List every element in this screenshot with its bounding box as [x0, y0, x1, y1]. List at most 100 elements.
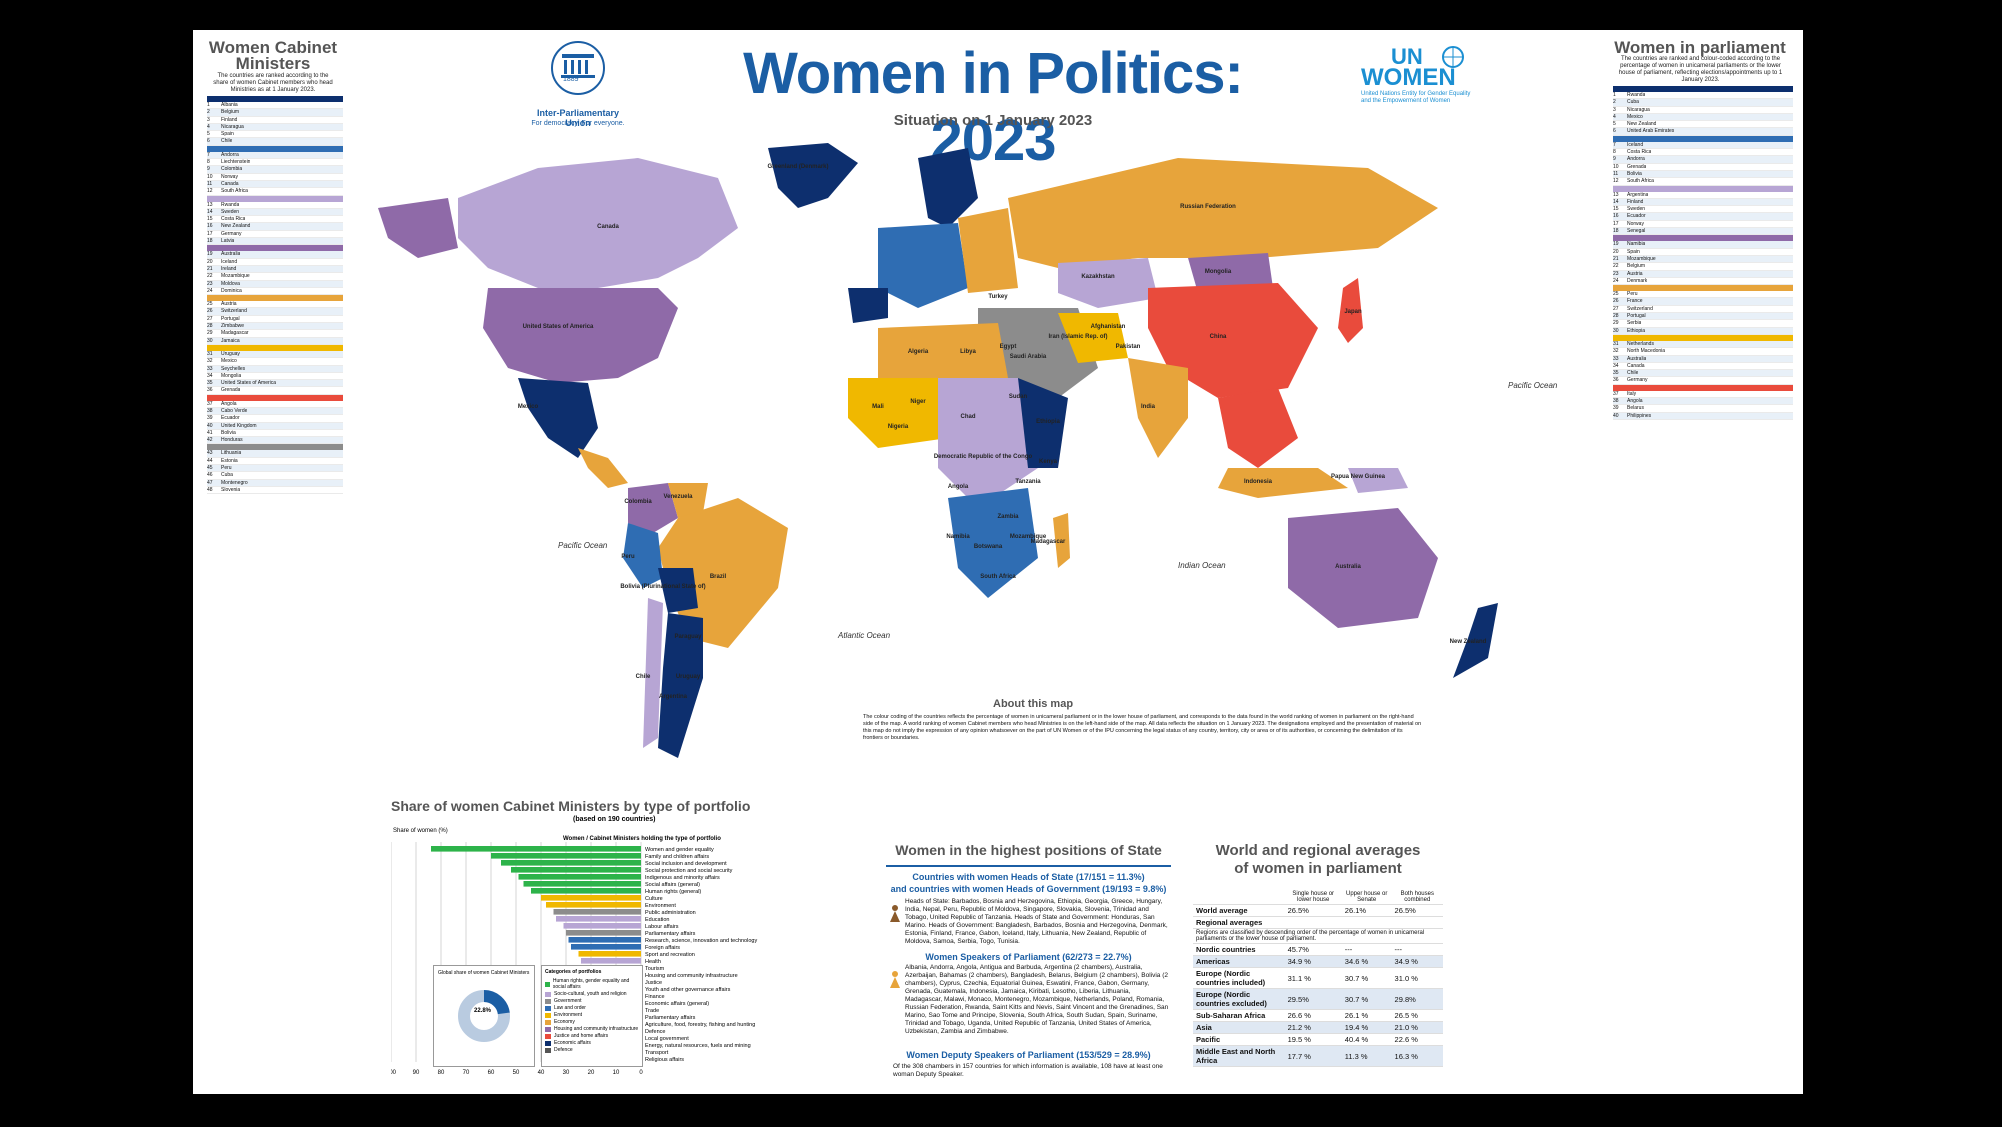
- chile-shape: [643, 598, 663, 748]
- legend-item: Housing and community infrastructure: [542, 1026, 642, 1032]
- rank-country: South Africa: [1627, 178, 1654, 185]
- rank-country: Colombia: [221, 166, 243, 173]
- rank-country: Switzerland: [1627, 305, 1653, 312]
- region-value: 29.5%: [1284, 988, 1342, 1010]
- portfolio-bar: [571, 944, 641, 950]
- rank-number: 19: [1613, 241, 1619, 248]
- map-label: Botswana: [974, 544, 1003, 550]
- map-label: Namibia: [946, 534, 970, 540]
- legend-swatch: [545, 1047, 551, 1053]
- rank-number: 32: [207, 358, 213, 365]
- rank-country: Denmark: [1627, 277, 1648, 284]
- table-row: 13 Argentina: [1613, 191, 1793, 199]
- rank-country: Lithuania: [221, 450, 242, 457]
- russia-shape: [1008, 158, 1438, 268]
- portfolio-bar: [531, 888, 641, 894]
- table-row: 14 Sweden: [207, 208, 343, 217]
- rank-number: 26: [207, 308, 213, 315]
- legend-label: Socio-cultural, youth and religion: [554, 991, 627, 997]
- rank-country: Sweden: [221, 208, 240, 215]
- portfolio-category-label: Tourism: [645, 966, 665, 972]
- rank-number: 1: [1613, 92, 1616, 98]
- ipu-tagline: For democracy. For everyone.: [531, 120, 625, 127]
- right-panel-note: The countries are ranked and colour-code…: [1618, 56, 1783, 83]
- table-row: 30 Jamaica: [207, 337, 343, 345]
- legend-item: Economic affairs: [542, 1040, 642, 1046]
- rank-country: Rwanda: [221, 201, 240, 208]
- rank-country: Senegal: [1627, 228, 1646, 235]
- argentina-shape: [658, 613, 703, 758]
- rank-country: New Zealand: [1627, 121, 1657, 128]
- left-panel-title-2: Ministers: [235, 54, 311, 73]
- table-row: 34 Canada: [1613, 362, 1793, 371]
- portfolio-bar: [568, 937, 641, 943]
- rank-country: Angola: [1627, 397, 1643, 404]
- donut-label: Global share of women Cabinet Ministers: [438, 970, 530, 976]
- donut-box: Global share of women Cabinet Ministers …: [433, 965, 535, 1067]
- region-value: ---: [1391, 943, 1443, 956]
- rank-country: Serbia: [1627, 320, 1642, 327]
- indonesia-shape: [1218, 468, 1348, 498]
- portfolio-category-label: Economic affairs (general): [645, 1001, 709, 1007]
- rank-country: Liechtenstein: [221, 159, 251, 166]
- legend-item: Justice and home affairs: [542, 1033, 642, 1039]
- table-row: 41 Bolivia: [207, 429, 343, 438]
- legend-item: Socio-cultural, youth and religion: [542, 991, 642, 997]
- portfolio-category-label: Justice: [645, 980, 662, 986]
- rank-number: 23: [1613, 270, 1619, 277]
- legend-item: Economy: [542, 1019, 642, 1025]
- region-value: 22.6 %: [1391, 1033, 1443, 1046]
- map-label: Australia: [1335, 564, 1361, 570]
- region-value: 26.1 %: [1341, 1009, 1392, 1022]
- rank-number: 34: [207, 372, 213, 379]
- rank-number: 5: [1613, 121, 1616, 128]
- rank-number: 6: [1613, 128, 1616, 135]
- table-row: 19 Namibia: [1613, 241, 1793, 249]
- map-label: Chile: [636, 674, 651, 680]
- rank-country: Spain: [1627, 248, 1640, 255]
- rank-number: 10: [1613, 163, 1619, 170]
- map-label: Papua New Guinea: [1331, 474, 1386, 480]
- rank-country: Seychelles: [221, 365, 246, 372]
- highest-positions-title: Women in the highest positions of State: [895, 842, 1162, 858]
- rank-number: 12: [1613, 178, 1619, 185]
- region-name: Asia: [1193, 1021, 1285, 1034]
- map-label: Russian Federation: [1180, 204, 1236, 210]
- rank-country: Peru: [221, 465, 232, 472]
- table-row: 12 South Africa: [1613, 178, 1793, 186]
- rank-number: 14: [1613, 198, 1619, 205]
- averages-title-2: of women in parliament: [1234, 860, 1402, 877]
- table-row: 7 Iceland: [1613, 141, 1793, 150]
- rank-number: 39: [207, 415, 213, 422]
- map-label: Colombia: [624, 499, 652, 505]
- table-row: 7 Andorra: [207, 151, 343, 160]
- rank-number: 31: [1613, 340, 1619, 347]
- rank-number: 28: [207, 323, 213, 330]
- table-row: 26 France: [1613, 298, 1793, 306]
- table-row: 35 United States of America: [207, 380, 343, 388]
- map-label: Greenland (Denmark): [767, 164, 828, 170]
- portfolio-bar: [523, 881, 641, 887]
- rank-number: 41: [207, 429, 213, 436]
- table-row: 39 Belarus: [1613, 405, 1793, 413]
- rank-number: 18: [207, 238, 213, 245]
- central-africa-shape: [938, 378, 1038, 508]
- table-row: 46 Cuba: [207, 472, 343, 480]
- rank-country: Mongolia: [221, 372, 242, 379]
- table-row: 27 Switzerland: [1613, 305, 1793, 314]
- rank-country: Bolivia: [1627, 170, 1642, 177]
- rank-country: South Africa: [221, 188, 248, 195]
- map-label: Mongolia: [1205, 269, 1232, 275]
- cabinet-ranking-table: 1 Albania 2 Belgium 3 Finland 4 Nicaragua 5 Spain…: [207, 96, 343, 1016]
- rank-country: Ecuador: [221, 415, 240, 422]
- region-row: Sub-Saharan Africa 26.6 % 26.1 % 26.5 %: [1193, 1009, 1443, 1022]
- rank-number: 21: [207, 265, 213, 272]
- rank-country: Rwanda: [1627, 92, 1646, 98]
- rank-country: Italy: [1627, 390, 1637, 397]
- table-row: 29 Madagascar: [207, 330, 343, 338]
- map-label: Kazakhstan: [1081, 274, 1115, 280]
- rank-number: 38: [207, 407, 213, 414]
- region-value: 30.7 %: [1341, 988, 1392, 1010]
- table-row: 16 Ecuador: [1613, 213, 1793, 221]
- rank-country: Namibia: [1627, 241, 1646, 248]
